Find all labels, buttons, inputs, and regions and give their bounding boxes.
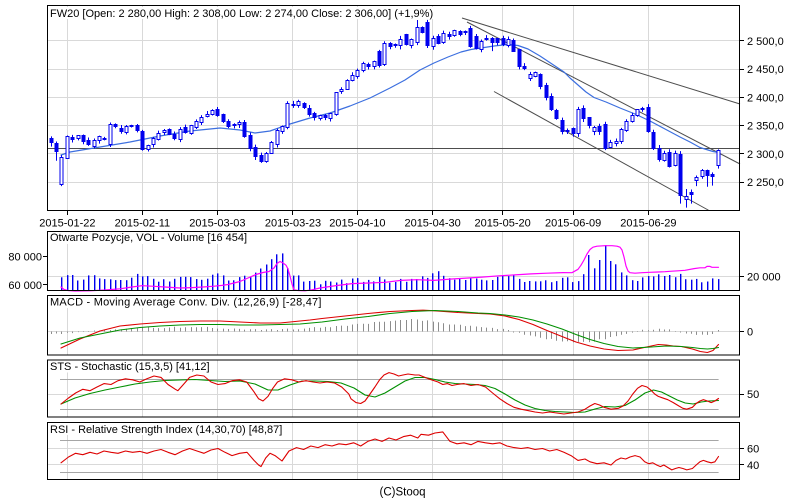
svg-text:2015-04-10: 2015-04-10 (329, 218, 385, 230)
svg-text:2 350,0: 2 350,0 (747, 121, 784, 133)
svg-text:2015-06-09: 2015-06-09 (545, 218, 601, 230)
svg-text:MACD - Moving Average Conv. Di: MACD - Moving Average Conv. Div. (12,26,… (50, 297, 322, 309)
svg-text:2 250,0: 2 250,0 (747, 177, 784, 189)
svg-text:20 000: 20 000 (747, 272, 781, 284)
svg-text:2 400,0: 2 400,0 (747, 92, 784, 104)
svg-text:40: 40 (747, 460, 759, 472)
svg-text:2 300,0: 2 300,0 (747, 149, 784, 161)
svg-text:FW20 [Open: 2 280,00 High: 2: FW20 [Open: 2 280,00 High: 2 308,00 Low:… (50, 8, 433, 20)
svg-text:60 000: 60 000 (8, 280, 42, 292)
svg-text:0: 0 (747, 327, 753, 339)
svg-text:2015-06-29: 2015-06-29 (620, 218, 676, 230)
svg-text:2015-05-20: 2015-05-20 (474, 218, 530, 230)
svg-text:2 500,0: 2 500,0 (747, 36, 784, 48)
svg-text:2015-03-23: 2015-03-23 (265, 218, 321, 230)
svg-text:RSI - Relative Strength Index: RSI - Relative Strength Index (14,30,70)… (50, 424, 282, 436)
svg-text:2015-01-22: 2015-01-22 (39, 218, 95, 230)
svg-text:80 000: 80 000 (8, 252, 42, 264)
svg-text:2015-03-03: 2015-03-03 (189, 218, 245, 230)
svg-text:2015-04-30: 2015-04-30 (404, 218, 460, 230)
svg-text:50: 50 (747, 389, 759, 401)
svg-text:2 450,0: 2 450,0 (747, 64, 784, 76)
svg-text:(C)Stooq: (C)Stooq (379, 487, 425, 499)
svg-text:Otwarte Pozycje, VOL - Volume: Otwarte Pozycje, VOL - Volume [16 454] (50, 232, 247, 244)
svg-text:STS - Stochastic (15,3,5) [41,: STS - Stochastic (15,3,5) [41,12] (50, 361, 210, 373)
svg-text:2015-02-11: 2015-02-11 (115, 218, 170, 230)
svg-text:60: 60 (747, 444, 759, 456)
